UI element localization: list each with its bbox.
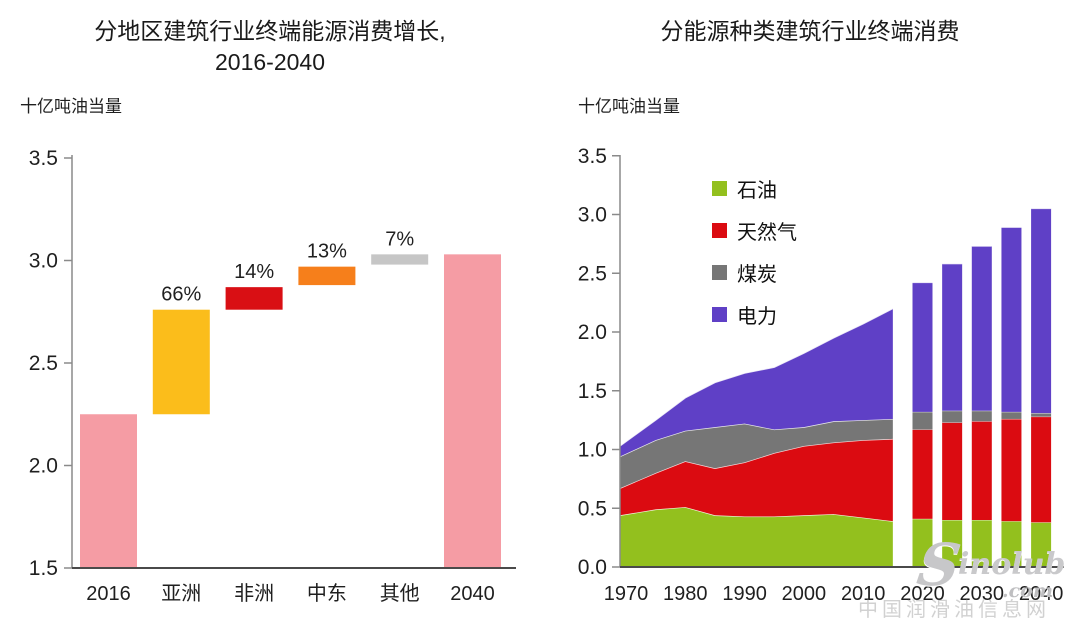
area-layer-煤炭 (620, 418, 893, 489)
legend-swatch-icon (712, 307, 727, 322)
x-axis-tick-label: 1980 (663, 583, 708, 605)
y-axis-tick-label: 3.5 (29, 147, 58, 170)
x-axis-tick-label: 1990 (722, 583, 767, 605)
y-axis-tick-label: 2.5 (578, 262, 607, 285)
chart-legend: 石油 天然气 煤炭 电力 (712, 174, 797, 329)
legend-swatch-icon (712, 265, 727, 280)
left-chart-title-line1: 分地区建筑行业终端能源消费增长, (94, 18, 446, 44)
projection-bar-2030-电力 (971, 246, 992, 411)
y-axis-tick-label: 0.0 (578, 556, 607, 579)
bar-percent-label: 13% (307, 241, 347, 263)
left-chart-title-line2: 2016-2040 (215, 49, 325, 75)
y-axis-tick-label: 3.0 (29, 250, 58, 273)
projection-bar-2020-天然气 (912, 429, 933, 519)
x-axis-tick-label: 2020 (900, 583, 945, 605)
projection-bar-2035-煤炭 (1001, 411, 1022, 419)
x-axis-category-label: 亚洲 (161, 583, 201, 605)
legend-label: 天然气 (737, 222, 797, 244)
left-chart-title: 分地区建筑行业终端能源消费增长, 2016-2040 (0, 16, 540, 78)
y-axis-tick-label: 1.5 (29, 557, 58, 580)
y-axis-tick-label: 0.5 (578, 497, 607, 520)
x-axis-tick-label: 2010 (841, 583, 886, 605)
x-axis-category-label: 2040 (450, 583, 495, 605)
projection-bar-2020-石油 (912, 518, 933, 567)
projection-bar-2040-天然气 (1031, 416, 1052, 523)
area-layer-天然气 (620, 438, 893, 522)
waterfall-bar-2016 (80, 414, 137, 568)
stacked-area-chart: 0.0 0.5 1.0 1.5 2.0 2.5 3.0 3.5 1970 1980 1990 2000… (578, 145, 1064, 605)
y-axis-tick-label: 2.0 (29, 455, 58, 478)
projection-bar-2025-天然气 (942, 422, 963, 520)
y-axis-tick-label: 1.5 (578, 380, 607, 403)
y-axis-tick-label: 3.0 (578, 204, 607, 227)
y-axis-tick-label: 1.0 (578, 439, 607, 462)
legend-label: 煤炭 (737, 264, 777, 286)
right-chart-title: 分能源种类建筑行业终端消费 (660, 18, 960, 44)
legend-label: 电力 (737, 306, 777, 328)
projection-bar-2040-煤炭 (1031, 413, 1052, 417)
left-chart-unit-label: 十亿吨油当量 (20, 97, 122, 116)
right-chart-unit-label: 十亿吨油当量 (578, 97, 680, 116)
x-axis-category-label: 其他 (380, 582, 420, 605)
projection-bar-2025-石油 (942, 520, 963, 567)
waterfall-bar-2040 (444, 254, 501, 568)
waterfall-bar-非洲 (225, 287, 283, 310)
legend-swatch-icon (712, 181, 727, 196)
x-axis-tick-label: 2000 (782, 583, 827, 605)
y-axis-tick-label: 3.5 (578, 145, 607, 168)
projection-bar-2030-石油 (971, 520, 992, 567)
x-axis-category-label: 2016 (86, 583, 131, 605)
legend-item-电力: 电力 (712, 300, 797, 329)
waterfall-bar-其他 (371, 254, 429, 265)
projection-bar-2035-石油 (1001, 521, 1022, 567)
x-axis-tick-label: 2030 (960, 583, 1005, 605)
legend-item-石油: 石油 (712, 174, 797, 203)
right-chart-panel: 分能源种类建筑行业终端消费 十亿吨油当量 0.0 0.5 1.0 1.5 2.0 2.5 3… (540, 0, 1080, 621)
area-layer-电力 (620, 308, 893, 457)
area-layer-石油 (620, 507, 893, 567)
projection-bar-2025-煤炭 (942, 410, 963, 423)
projection-bar-2035-电力 (1001, 227, 1022, 412)
legend-item-天然气: 天然气 (712, 216, 797, 245)
legend-swatch-icon (712, 223, 727, 238)
projection-bar-2025-电力 (942, 263, 963, 411)
waterfall-bar-亚洲 (152, 309, 210, 415)
y-axis-tick-label: 2.5 (29, 352, 58, 375)
x-axis-category-label: 中东 (307, 582, 347, 605)
waterfall-chart: 1.5 2.0 2.5 3.0 3.5 2016 66% 亚洲 14% 非洲 13% 中东 7% 其他 20… (29, 147, 516, 605)
x-axis-tick-label: 1970 (604, 583, 649, 605)
left-chart-panel: 分地区建筑行业终端能源消费增长, 2016-2040 十亿吨油当量 1.5 2.0… (0, 0, 540, 618)
projection-bar-2020-电力 (912, 282, 933, 412)
projection-bar-2030-天然气 (971, 421, 992, 520)
bar-percent-label: 14% (234, 261, 274, 283)
legend-label: 石油 (737, 180, 777, 202)
projection-bar-2035-天然气 (1001, 418, 1022, 522)
x-axis-category-label: 非洲 (234, 582, 274, 605)
legend-item-煤炭: 煤炭 (712, 258, 797, 287)
waterfall-bar-中东 (298, 266, 356, 286)
y-axis-tick-label: 2.0 (578, 321, 607, 344)
area-boundary-电力 (619, 307, 894, 447)
projection-bar-2040-电力 (1031, 208, 1052, 414)
projection-bar-2030-煤炭 (971, 410, 992, 422)
bar-percent-label: 7% (385, 228, 414, 250)
projection-bar-2040-石油 (1031, 522, 1052, 567)
x-axis-tick-label: 2040 (1019, 583, 1064, 605)
projection-bar-2020-煤炭 (912, 411, 933, 430)
bar-percent-label: 66% (161, 284, 201, 306)
